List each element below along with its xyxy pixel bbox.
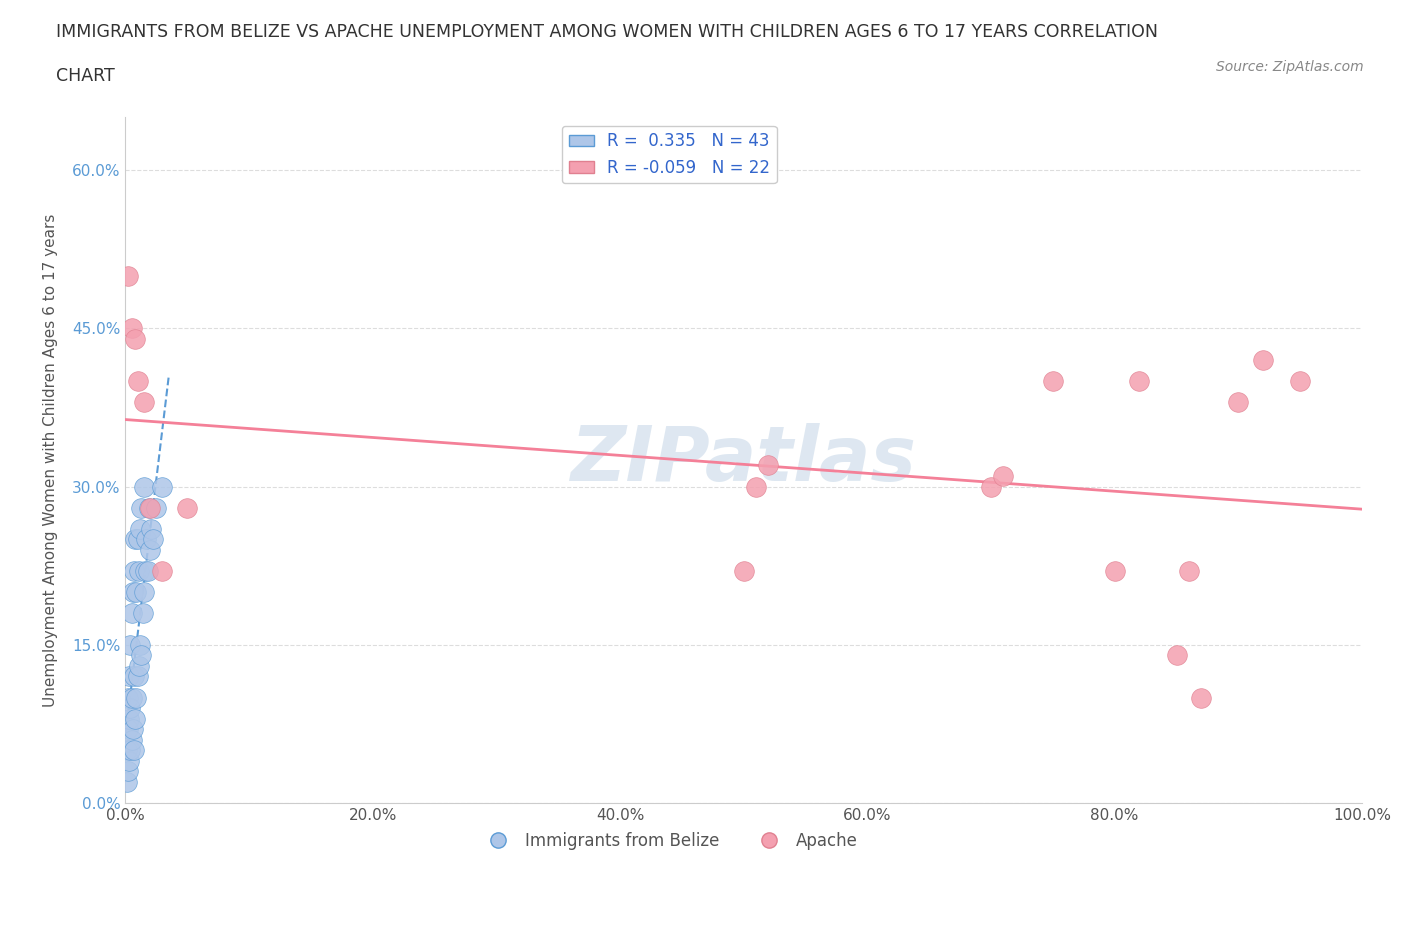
Point (1189, 690, 1212, 705)
Point (117, 722, 139, 737)
Point (122, 743, 145, 758)
Point (125, 690, 148, 705)
Point (176, 500, 198, 515)
Point (745, 479, 768, 494)
Point (127, 374, 149, 389)
Point (117, 690, 139, 705)
Point (1227, 394, 1250, 409)
Point (733, 564, 755, 578)
Point (1289, 374, 1312, 389)
Point (132, 585, 155, 600)
Point (120, 743, 142, 758)
Point (1166, 648, 1188, 663)
Point (1251, 352, 1274, 367)
Point (121, 585, 143, 600)
Point (118, 669, 141, 684)
Point (121, 605, 143, 620)
Point (141, 522, 163, 537)
Point (139, 542, 162, 557)
Point (993, 469, 1015, 484)
Text: ZIPatlas: ZIPatlas (571, 423, 917, 498)
Point (124, 532, 146, 547)
Point (139, 500, 162, 515)
Point (135, 532, 157, 547)
Point (1042, 374, 1064, 389)
Point (132, 479, 155, 494)
Point (129, 637, 152, 652)
Point (132, 394, 155, 409)
Point (145, 500, 167, 515)
Point (152, 564, 174, 578)
Point (118, 711, 141, 726)
Point (124, 711, 146, 726)
Point (122, 669, 145, 684)
Point (128, 658, 150, 673)
Point (118, 753, 141, 768)
Point (980, 479, 1002, 494)
Text: CHART: CHART (56, 67, 115, 85)
Y-axis label: Unemployment Among Women with Children Ages 6 to 17 years: Unemployment Among Women with Children A… (44, 214, 58, 707)
Point (131, 648, 153, 663)
Point (117, 764, 139, 778)
Point (122, 564, 145, 578)
Point (134, 564, 156, 578)
Point (127, 669, 149, 684)
Point (128, 564, 150, 578)
Point (117, 268, 139, 283)
Point (121, 690, 143, 705)
Point (142, 532, 165, 547)
Point (121, 722, 143, 737)
Point (115, 775, 138, 790)
Point (1178, 564, 1201, 578)
Point (127, 532, 149, 547)
Point (124, 331, 146, 346)
Text: IMMIGRANTS FROM BELIZE VS APACHE UNEMPLOYMENT AMONG WOMEN WITH CHILDREN AGES 6 T: IMMIGRANTS FROM BELIZE VS APACHE UNEMPLO… (56, 23, 1159, 41)
Point (131, 605, 153, 620)
Legend: Immigrants from Belize, Apache: Immigrants from Belize, Apache (475, 825, 865, 857)
Point (115, 743, 138, 758)
Point (121, 732, 143, 747)
Point (125, 585, 148, 600)
Point (758, 458, 780, 473)
Point (1104, 564, 1126, 578)
Text: Source: ZipAtlas.com: Source: ZipAtlas.com (1216, 60, 1364, 74)
Point (136, 564, 159, 578)
Point (121, 321, 143, 336)
Point (138, 500, 160, 515)
Point (120, 700, 142, 715)
Point (129, 522, 152, 537)
Point (131, 500, 153, 515)
Point (1128, 374, 1150, 389)
Point (152, 479, 174, 494)
Point (120, 637, 142, 652)
